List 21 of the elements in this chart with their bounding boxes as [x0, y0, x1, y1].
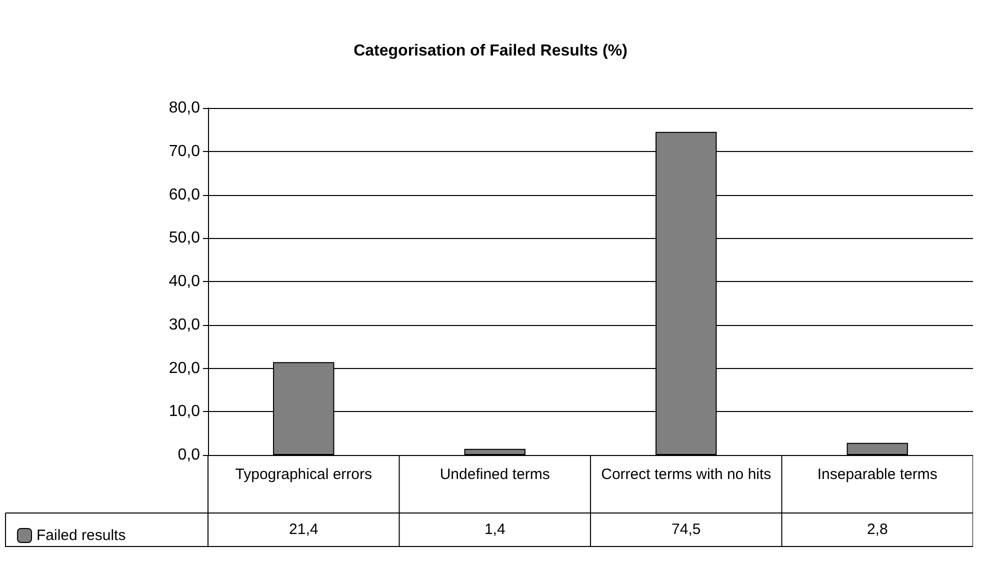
y-tick-label: 40,0 [168, 273, 200, 290]
y-tick-label: 10,0 [168, 403, 200, 420]
x-tick-label: Inseparable terms [817, 466, 938, 483]
legend-label: Failed results [36, 527, 126, 544]
y-tick-label: 30,0 [168, 316, 200, 334]
y-tick-label: 20,0 [168, 360, 200, 377]
data-label: 2,8 [866, 521, 888, 538]
y-tick-label: 70,0 [168, 142, 200, 160]
chart-title: Categorisation of Failed Results (%) [354, 42, 628, 60]
bar [464, 448, 526, 455]
bar [846, 442, 908, 455]
data-label: 21,4 [289, 521, 318, 538]
x-tick-label: Correct terms with no hits [601, 466, 772, 483]
data-label: 74,5 [672, 521, 701, 538]
y-tick-label: 0,0 [178, 446, 200, 464]
y-tick-label: 80,0 [168, 100, 200, 116]
data-label: 1,4 [484, 521, 506, 538]
x-tick-label: Undefined terms [440, 466, 550, 483]
y-tick-label: 50,0 [168, 230, 200, 247]
y-tick-label: 60,0 [168, 186, 200, 204]
x-tick-label: Typographical errors [235, 466, 372, 483]
